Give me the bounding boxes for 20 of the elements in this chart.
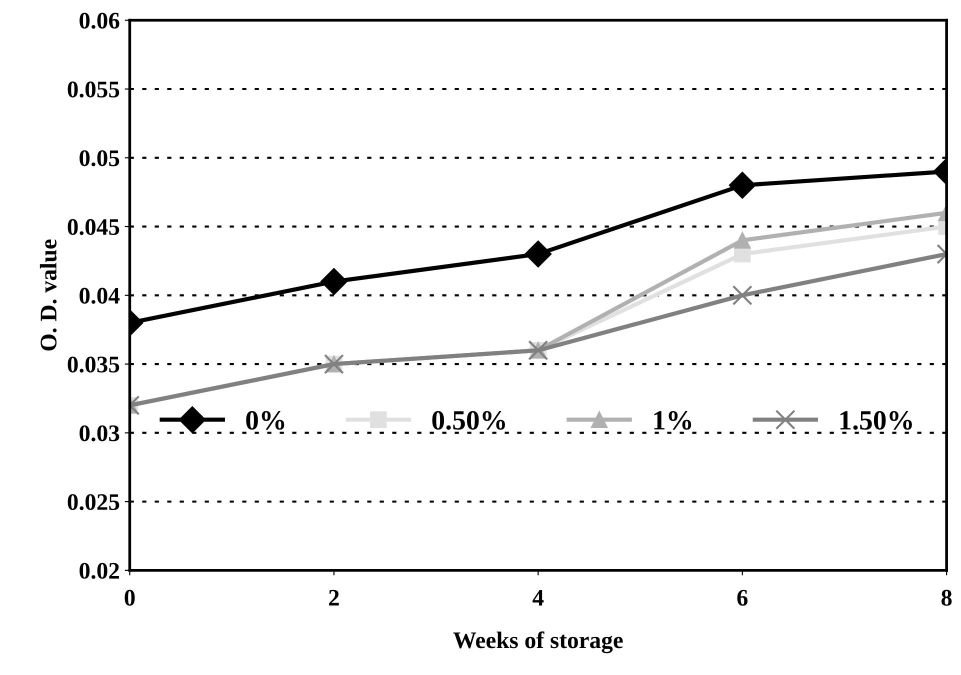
y-tick-label: 0.025 — [68, 494, 120, 510]
y-tick-label: 0.04 — [80, 288, 120, 304]
legend-label: 1.50% — [840, 410, 912, 430]
y-tick-label: 0.045 — [68, 219, 120, 236]
x-tick-label: 8 — [941, 590, 952, 606]
x-axis-title: Weeks of storage — [453, 631, 623, 654]
y-tick-label: 0.05 — [80, 150, 120, 166]
x-tick-label: 0 — [124, 590, 135, 606]
legend-label: 0% — [246, 410, 284, 430]
legend-label: 0.50% — [432, 410, 505, 430]
x-tick-label: 6 — [737, 590, 748, 606]
y-tick-label: 0.055 — [68, 82, 120, 98]
y-tick-label: 0.03 — [80, 425, 120, 442]
y-tick-label: 0.06 — [80, 12, 120, 29]
y-tick-label: 0.035 — [68, 356, 120, 373]
legend-label: 1% — [654, 410, 692, 430]
x-tick-label: 4 — [532, 590, 544, 606]
y-tick-label: 0.02 — [80, 562, 119, 579]
x-tick-label: 2 — [329, 590, 339, 606]
y-axis-title: O. D. value — [40, 240, 57, 351]
